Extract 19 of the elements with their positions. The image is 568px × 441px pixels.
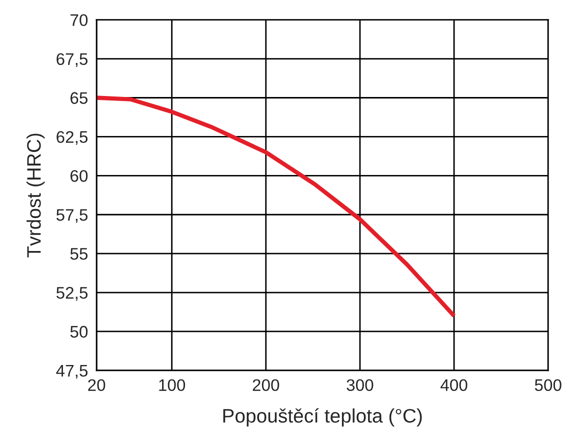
x-tick-label: 20 [88,379,106,392]
y-tick-label: 47,5 [56,365,88,379]
y-tick-label: 67,5 [56,53,88,67]
y-tick-label: 70 [70,14,88,26]
line-series [96,96,456,318]
x-tick-label: 200 [252,379,280,392]
y-tick-label: 65 [70,92,88,104]
y-axis-title: Tvrdost (HRC) [26,134,45,258]
y-tick-label: 50 [70,326,88,338]
y-tick-label: 52,5 [56,286,88,301]
x-tick-label: 400 [440,379,468,392]
x-tick-label: 300 [346,379,374,392]
y-tick-label: 57,5 [56,209,88,223]
y-tick-label: 60 [70,170,88,182]
y-tick-label: 62,5 [56,131,88,145]
x-tick-label: 500 [534,379,562,392]
x-axis-title: Popouštěcí teplota (°C) [223,408,422,427]
y-tick-label: 55 [70,248,88,260]
x-tick-label: 100 [159,379,186,392]
